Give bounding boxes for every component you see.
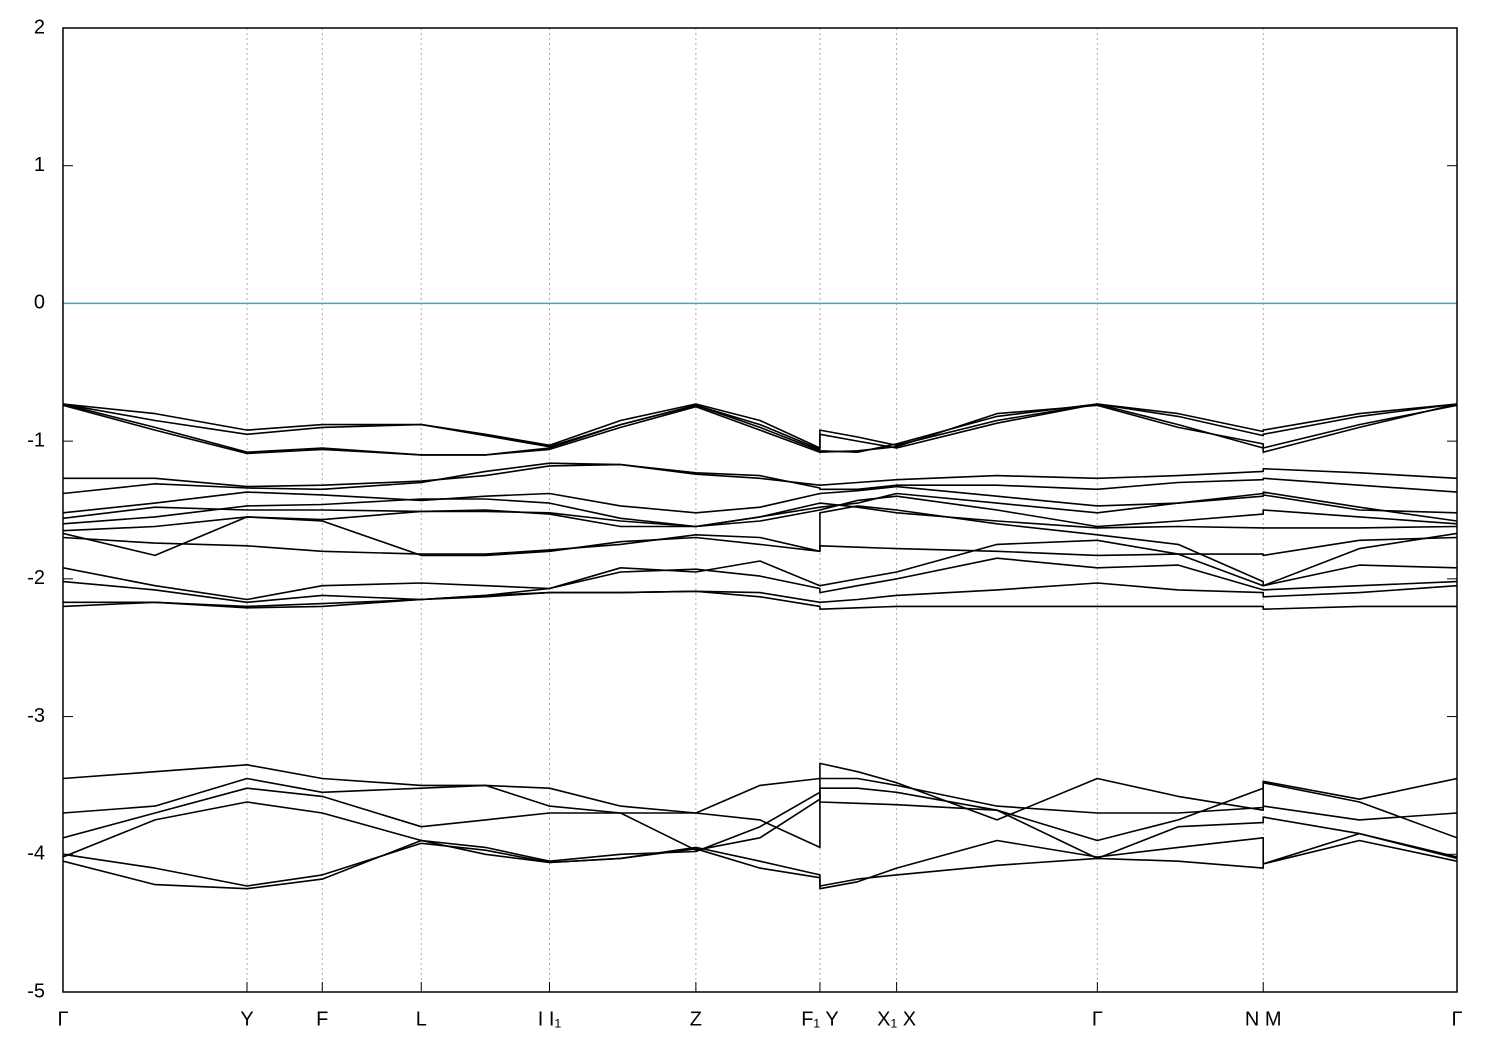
band-line	[63, 491, 1457, 528]
band-line	[63, 505, 1457, 587]
x-tick-label: Γ	[1451, 1008, 1462, 1030]
x-tick-label: N M	[1245, 1008, 1282, 1030]
plot-frame	[62, 27, 1458, 993]
band-line	[63, 404, 1457, 456]
band-line	[63, 462, 1457, 495]
x-tick-label: Γ	[1092, 1008, 1103, 1030]
tick-labels: -5 -4 -3 -2 -1 0 1 2 Γ Y F L I I₁ Z F₁ Y X₁ X Γ N M Γ	[27, 16, 1462, 1030]
band-line	[63, 403, 1457, 451]
y-tick-label: -5	[27, 980, 45, 1002]
x-tick-label: L	[416, 1008, 427, 1030]
x-tick-label: Γ	[57, 1008, 68, 1030]
y-tick-label: -4	[27, 843, 45, 865]
band-line	[63, 495, 1457, 528]
x-tick-label: F₁ Y	[801, 1008, 839, 1030]
x-tick-label: Y	[240, 1008, 253, 1030]
band-line	[63, 791, 1457, 863]
y-tick-label: -2	[27, 567, 45, 589]
x-tick-label: X₁ X	[877, 1008, 916, 1030]
band-line	[63, 403, 1457, 456]
band-line	[63, 502, 1457, 532]
band-line	[63, 539, 1457, 601]
y-tick-label: 2	[34, 16, 45, 38]
band-line	[63, 557, 1457, 604]
band-line	[63, 582, 1457, 608]
band-line	[63, 832, 1457, 890]
x-tick-label: Z	[690, 1008, 702, 1030]
x-tick-label: F	[316, 1008, 328, 1030]
y-tick-label: 0	[34, 292, 45, 314]
bands	[63, 302, 1457, 890]
x-tick-label: I I₁	[538, 1008, 562, 1030]
band-line	[63, 590, 1457, 611]
band-line	[63, 839, 1457, 890]
y-tick-label: 1	[34, 154, 45, 176]
y-tick-label: -3	[27, 705, 45, 727]
band-line	[63, 485, 1457, 514]
y-tick-label: -1	[27, 429, 45, 451]
band-line	[63, 777, 1457, 849]
